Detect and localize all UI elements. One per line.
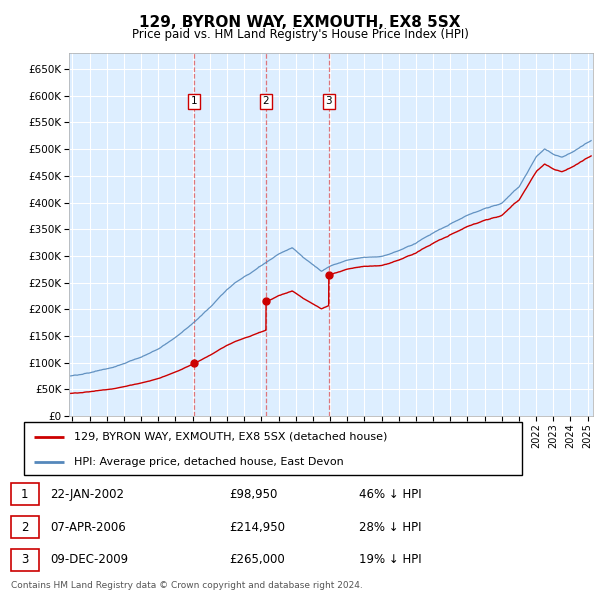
Text: 129, BYRON WAY, EXMOUTH, EX8 5SX: 129, BYRON WAY, EXMOUTH, EX8 5SX: [139, 15, 461, 30]
Text: 2: 2: [21, 520, 29, 533]
Text: 09-DEC-2009: 09-DEC-2009: [50, 553, 128, 566]
Text: £214,950: £214,950: [229, 520, 286, 533]
Text: 22-JAN-2002: 22-JAN-2002: [50, 488, 124, 501]
Text: 3: 3: [325, 96, 332, 106]
Text: 2: 2: [263, 96, 269, 106]
Bar: [11, 549, 39, 571]
Text: 19% ↓ HPI: 19% ↓ HPI: [359, 553, 421, 566]
Text: Contains HM Land Registry data © Crown copyright and database right 2024.
This d: Contains HM Land Registry data © Crown c…: [11, 581, 362, 590]
Text: 46% ↓ HPI: 46% ↓ HPI: [359, 488, 421, 501]
Text: 28% ↓ HPI: 28% ↓ HPI: [359, 520, 421, 533]
Bar: [11, 516, 39, 538]
Text: £98,950: £98,950: [229, 488, 278, 501]
Text: 1: 1: [191, 96, 197, 106]
Text: HPI: Average price, detached house, East Devon: HPI: Average price, detached house, East…: [74, 457, 344, 467]
Text: 3: 3: [21, 553, 29, 566]
Bar: [11, 483, 39, 505]
Text: £265,000: £265,000: [229, 553, 285, 566]
Text: 1: 1: [21, 488, 29, 501]
Text: 129, BYRON WAY, EXMOUTH, EX8 5SX (detached house): 129, BYRON WAY, EXMOUTH, EX8 5SX (detach…: [74, 432, 387, 442]
Text: Price paid vs. HM Land Registry's House Price Index (HPI): Price paid vs. HM Land Registry's House …: [131, 28, 469, 41]
Text: 07-APR-2006: 07-APR-2006: [50, 520, 126, 533]
